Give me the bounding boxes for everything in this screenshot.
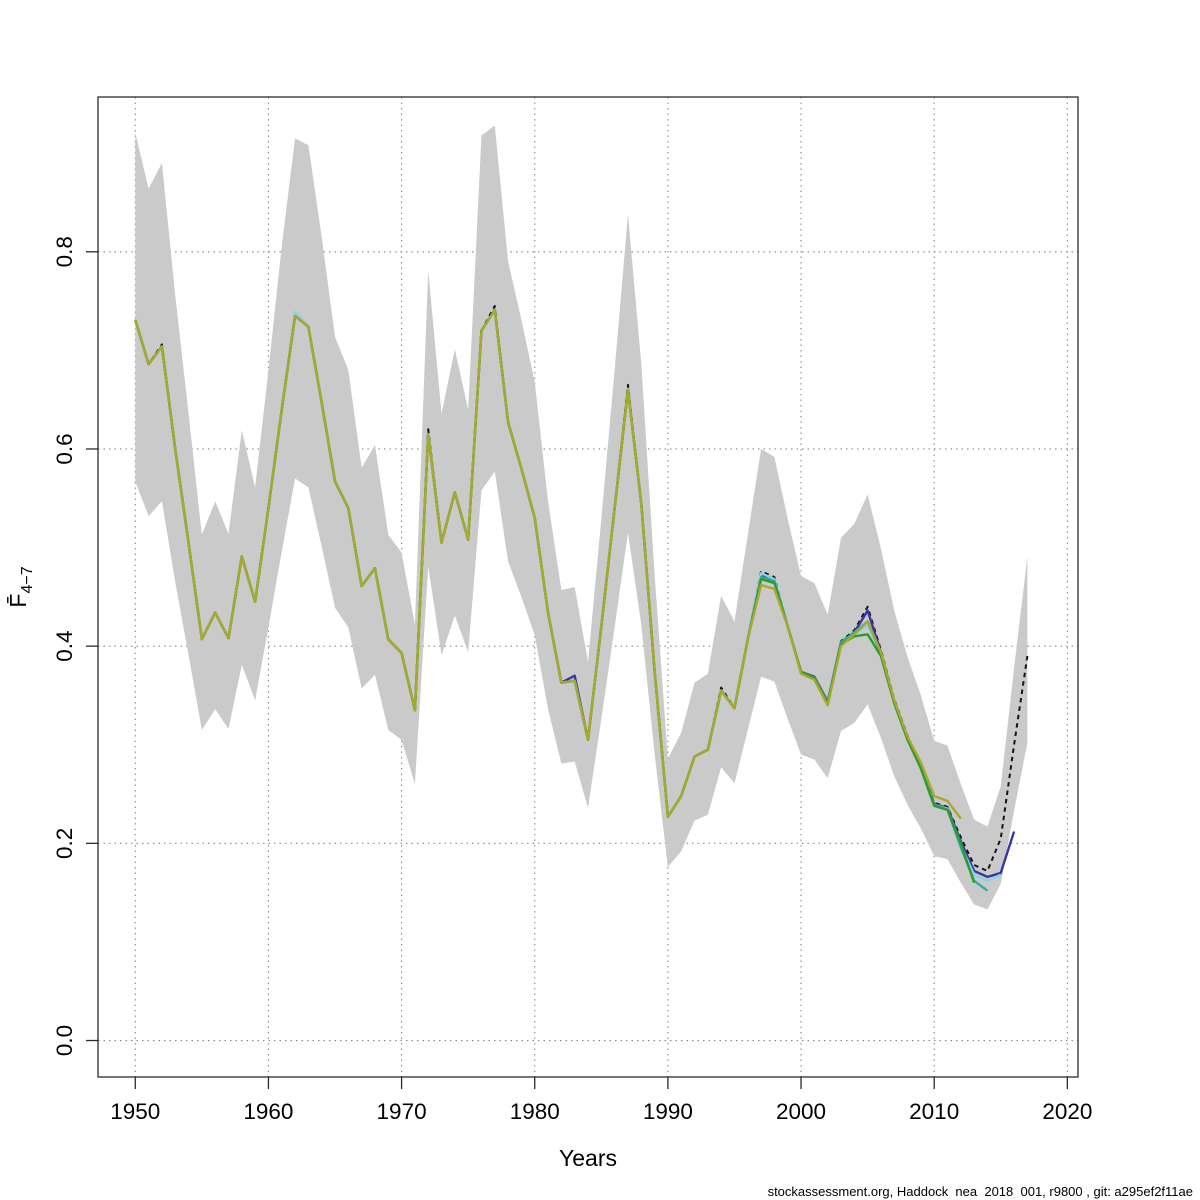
y-axis-title: F̄4−7 bbox=[5, 566, 36, 607]
footer-citation: stockassessment.org, Haddock nea 2018 00… bbox=[767, 1184, 1193, 1199]
plot-border bbox=[97, 96, 1079, 1078]
y-tick-label: 0.8 bbox=[52, 236, 77, 267]
x-tick-label: 1970 bbox=[377, 1099, 427, 1124]
x-tick-label: 1950 bbox=[110, 1099, 160, 1124]
y-tick-label: 0.0 bbox=[52, 1025, 77, 1056]
x-tick-label: 1980 bbox=[510, 1099, 560, 1124]
y-tick-label: 0.6 bbox=[52, 433, 77, 464]
x-axis-title: Years bbox=[559, 1145, 617, 1171]
y-tick-label: 0.2 bbox=[52, 828, 77, 859]
confidence-band bbox=[135, 125, 1028, 910]
x-tick-label: 2020 bbox=[1042, 1099, 1092, 1124]
x-tick-label: 2010 bbox=[909, 1099, 959, 1124]
x-tick-label: 2000 bbox=[776, 1099, 826, 1124]
x-tick-label: 1960 bbox=[243, 1099, 293, 1124]
series-line-retro-peel-2012 bbox=[134, 308, 962, 820]
x-tick-label: 1990 bbox=[643, 1099, 693, 1124]
y-tick-label: 0.4 bbox=[52, 631, 77, 662]
